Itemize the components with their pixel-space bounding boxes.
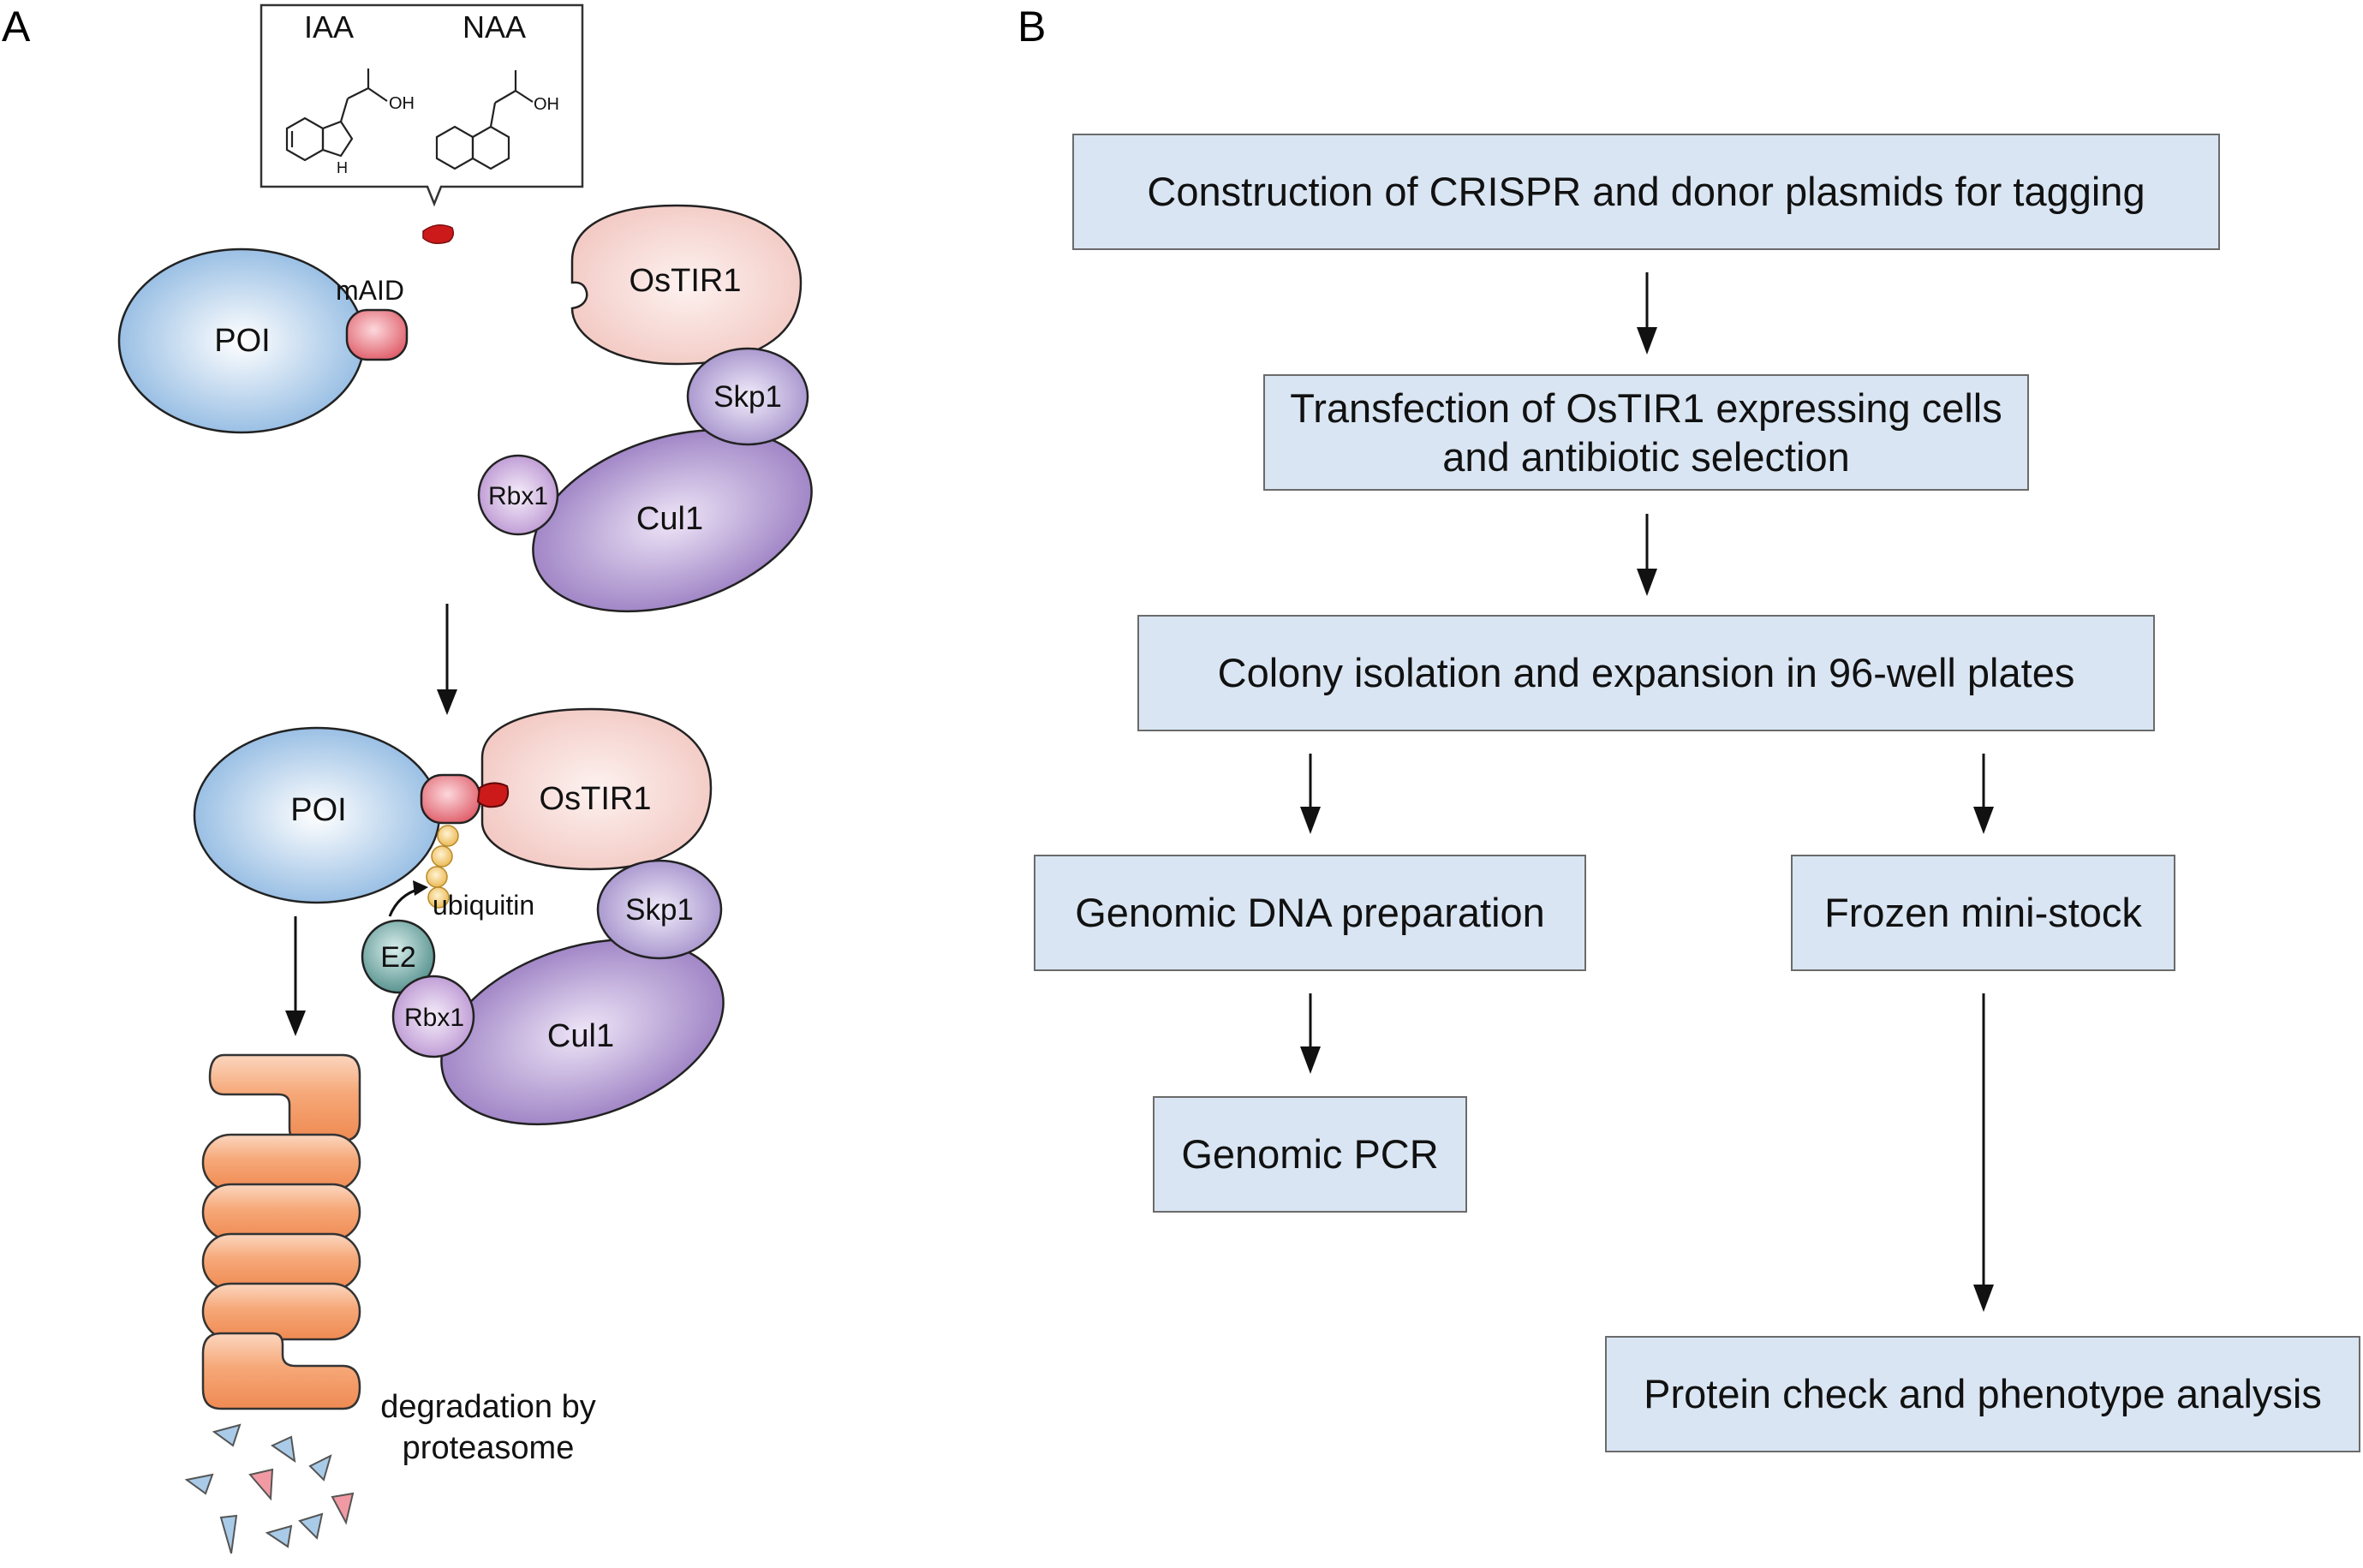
panel-a-diagram: IAA NAA OH H OH POI mAID [117,3,813,1554]
step-frozen-text: Frozen mini-stock [1824,890,2142,936]
naa-structure [435,70,534,170]
iaa-label: IAA [304,9,354,45]
arrowhead-1 [1637,327,1657,355]
step-genomic-dna-text: Genomic DNA preparation [1075,890,1545,936]
ubiquitin-label: ubiquitin [433,890,534,921]
poi-label-top: POI [214,323,270,359]
maid-tag-bottom [420,773,481,825]
arrowhead-6 [1973,1285,1994,1312]
step-transfection: Transfection of OsTIR1 expressing cells … [1263,374,2029,491]
e2-shape [361,919,436,994]
cul1-label-top: Cul1 [636,501,703,537]
ostir1-label-top: OsTIR1 [630,263,742,299]
arrowhead-3 [1300,807,1321,834]
ubiquitin-bead-3 [426,866,448,888]
cul1-shape-top [532,428,813,613]
peptide-fragments [184,1423,355,1554]
ubiquitin-bead-4 [427,886,450,909]
e2-label: E2 [380,941,416,974]
degradation-label-line2: proteasome [403,1430,575,1466]
arrowhead-5 [1300,1046,1321,1074]
step-protein-check-text: Protein check and phenotype analysis [1644,1371,2322,1417]
skp1-label-bottom: Skp1 [625,893,694,927]
rbx1-label-bottom: Rbx1 [404,1004,464,1032]
cul1-label-bottom: Cul1 [547,1018,614,1054]
step-frozen: Frozen mini-stock [1791,855,2175,971]
arrowhead-2 [1637,569,1657,596]
arrow-binding-head [437,689,457,715]
ostir1-label-bottom: OsTIR1 [540,781,652,817]
rbx1-label-top: Rbx1 [488,482,548,510]
step-protein-check: Protein check and phenotype analysis [1605,1336,2360,1452]
panel-b-label: B [1017,3,1047,51]
step-transfection-text: Transfection of OsTIR1 expressing cells … [1290,385,2002,480]
iaa-nh-label: H [337,159,348,176]
step-colony-text: Colony isolation and expansion in 96-wel… [1217,650,2075,696]
rbx1-shape-top [477,454,559,536]
skp1-shape-bottom [596,859,723,960]
rbx1-shape-bottom [391,975,475,1058]
cul1-shape-bottom [440,938,725,1126]
maid-tag-top [345,308,409,361]
proteasome [201,1053,361,1410]
auxin-molecule [422,224,455,244]
maid-label: mAID [336,275,404,306]
degradation-label-line1: degradation by [380,1389,595,1425]
step-genomic-pcr: Genomic PCR [1153,1096,1467,1213]
iaa-oh-label: OH [389,94,415,113]
step-genomic-dna: Genomic DNA preparation [1034,855,1586,971]
step-colony: Colony isolation and expansion in 96-wel… [1137,615,2155,731]
ostir1-shape-bottom [480,707,713,871]
step-construction: Construction of CRISPR and donor plasmid… [1072,134,2220,250]
skp1-label-top: Skp1 [713,380,782,414]
poi-label-bottom: POI [290,792,346,828]
arrowhead-4 [1973,807,1994,834]
ubiquitin-bead-2 [431,845,453,867]
ubiquitin-bead-1 [437,825,459,847]
panel-a-label: A [2,3,31,51]
naa-oh-label: OH [534,95,559,114]
naa-label: NAA [462,9,526,45]
step-genomic-pcr-text: Genomic PCR [1181,1131,1439,1177]
skp1-shape-top [686,347,809,446]
step-construction-text: Construction of CRISPR and donor plasmid… [1147,169,2145,215]
ubiquitin-transfer-arrowhead [413,880,428,896]
auxin-bound [476,782,510,808]
arrow-degradation-head [285,1011,306,1036]
iaa-structure [285,69,388,162]
